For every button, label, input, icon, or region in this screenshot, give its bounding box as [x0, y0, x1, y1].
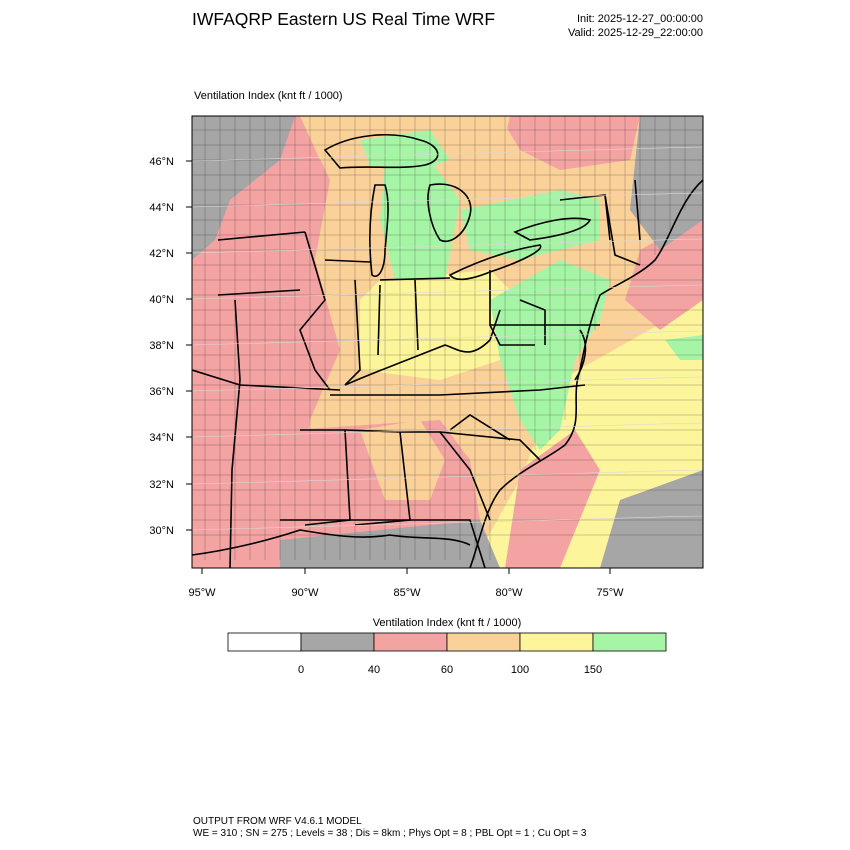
legend-labels: 0 40 60 100 150: [298, 664, 602, 676]
lake-superior-outline: [323, 134, 439, 169]
legend-swatch: [592, 632, 667, 652]
lat-label: 32°N: [149, 479, 174, 491]
legend-title: Ventilation Index (knt ft / 1000): [373, 617, 522, 629]
lat-label: 34°N: [149, 432, 174, 444]
field-northwest-gray: [192, 116, 295, 260]
lat-labels: 46°N 44°N 42°N 40°N 38°N 36°N 34°N 32°N …: [149, 156, 174, 537]
field-label: Ventilation Index (knt ft / 1000): [194, 90, 343, 102]
lon-label: 95°W: [188, 587, 216, 599]
lat-label: 38°N: [149, 340, 174, 352]
valid-time: Valid: 2025-12-29_22:00:00: [568, 27, 703, 39]
field-ocean-green: [665, 335, 703, 360]
lat-label: 42°N: [149, 248, 174, 260]
legend-label: 60: [441, 664, 453, 676]
county-boundaries: [192, 116, 703, 560]
field-wisconsin-orange: [300, 116, 360, 160]
footer-model-line: OUTPUT FROM WRF V4.6.1 MODEL: [193, 816, 362, 827]
legend-label: 150: [584, 664, 602, 676]
lon-label: 80°W: [495, 587, 523, 599]
gulf-coastline: [192, 529, 471, 556]
state-line: [604, 194, 641, 266]
field-north-orange: [450, 116, 510, 170]
lat-label: 36°N: [149, 386, 174, 398]
map-frame: [191, 115, 704, 569]
county-cols: [204, 116, 686, 560]
state-line: [400, 431, 491, 521]
state-line: [489, 324, 535, 346]
legend-label: 40: [368, 664, 380, 676]
lake-erie-outline: [448, 244, 542, 281]
lake-michigan-outline: [369, 184, 389, 277]
axis-ticks: [186, 160, 611, 574]
state-line: [299, 231, 331, 391]
legend-swatch: [446, 632, 521, 652]
field-ocean-gray: [600, 470, 703, 568]
legend-swatch: [300, 632, 375, 652]
state-line: [414, 279, 419, 351]
field-ocean-red-north: [625, 215, 703, 330]
lon-label: 75°W: [596, 587, 624, 599]
lon-labels: 95°W 90°W 85°W 80°W 75°W: [188, 587, 624, 599]
state-line: [377, 284, 381, 356]
legend-colorbar: [227, 632, 667, 652]
state-line: [217, 289, 301, 296]
legend-swatch: [227, 632, 302, 652]
state-line: [217, 231, 306, 241]
legend-swatch: [519, 632, 594, 652]
lat-label: 44°N: [149, 202, 174, 214]
state-line: [324, 259, 371, 263]
lon-label: 90°W: [291, 587, 319, 599]
lat-label: 40°N: [149, 294, 174, 306]
init-time: Init: 2025-12-27_00:00:00: [577, 13, 703, 25]
footer-settings-line: WE = 310 ; SN = 275 ; Levels = 38 ; Dis …: [193, 828, 587, 839]
legend-label: 0: [298, 664, 304, 676]
lon-label: 85°W: [393, 587, 421, 599]
county-rows: [192, 129, 703, 536]
state-line: [192, 369, 241, 386]
state-line: [344, 429, 411, 526]
state-line: [239, 384, 341, 391]
legend-swatch: [373, 632, 448, 652]
lat-label: 46°N: [149, 156, 174, 168]
legend-label: 100: [511, 664, 529, 676]
field-northeast-gray: [630, 116, 703, 250]
map-title: IWFAQRP Eastern US Real Time WRF: [192, 9, 496, 29]
field-ocean-red: [505, 430, 600, 568]
lat-label: 30°N: [149, 525, 174, 537]
